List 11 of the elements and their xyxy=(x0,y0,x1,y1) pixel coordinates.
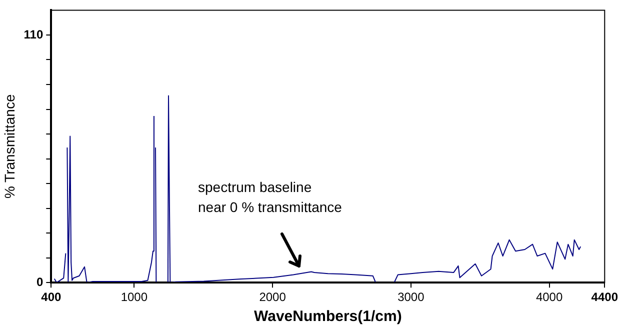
x-tick-label: 4000 xyxy=(536,290,563,304)
x-tick-label: 1000 xyxy=(120,290,148,304)
x-tick-label: 3000 xyxy=(398,290,425,304)
x-axis-title: WaveNumbers(1/cm) xyxy=(254,308,402,326)
y-tick-label: 0 xyxy=(36,274,44,289)
y-axis-title: % Transmittance xyxy=(1,94,18,199)
annotation: spectrum baseline near 0 % transmittance xyxy=(198,179,342,215)
x-tick-label: 2000 xyxy=(259,290,286,304)
x-tick-label: 400 xyxy=(41,290,62,304)
x-tick-label: 4400 xyxy=(591,290,618,304)
y-tick-label: 110 xyxy=(24,27,44,42)
